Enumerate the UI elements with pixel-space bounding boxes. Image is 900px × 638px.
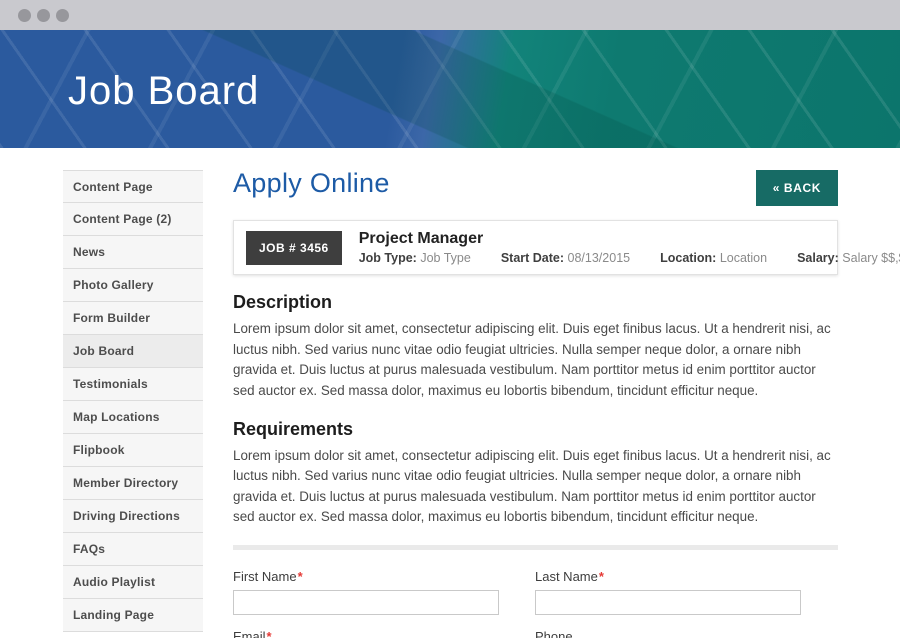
application-form: First Name* Last Name* Email* Phone bbox=[233, 569, 838, 638]
last-name-field-group: Last Name* bbox=[535, 569, 801, 616]
sidebar-item-job-board[interactable]: Job Board bbox=[63, 335, 203, 368]
sidebar-item-form-builder[interactable]: Form Builder bbox=[63, 302, 203, 335]
job-meta-location: Location: Location bbox=[660, 251, 768, 265]
page-body: Content Page Content Page (2) News Photo… bbox=[0, 148, 900, 638]
job-meta-start-date: Start Date: 08/13/2015 bbox=[500, 251, 631, 265]
email-label: Email* bbox=[233, 629, 499, 638]
first-name-input[interactable] bbox=[233, 590, 499, 616]
sidebar-item-map-locations[interactable]: Map Locations bbox=[63, 401, 203, 434]
window-control-dot[interactable] bbox=[56, 8, 69, 22]
sidebar-item-content-page[interactable]: Content Page bbox=[63, 170, 203, 203]
job-meta-row: Job Type: Job Type Start Date: 08/13/201… bbox=[359, 251, 900, 265]
sidebar-item-photo-gallery[interactable]: Photo Gallery bbox=[63, 269, 203, 302]
description-heading: Description bbox=[233, 292, 333, 312]
back-button[interactable]: « BACK bbox=[755, 170, 838, 206]
main-header: Apply Online « BACK bbox=[233, 168, 838, 206]
page-title: Apply Online bbox=[233, 168, 390, 198]
job-number-badge: JOB # 3456 bbox=[246, 230, 342, 265]
phone-field-group: Phone bbox=[535, 629, 801, 638]
sidebar-item-flipbook[interactable]: Flipbook bbox=[63, 434, 203, 467]
main-content: Apply Online « BACK JOB # 3456 Project M… bbox=[233, 168, 900, 638]
sidebar-item-landing-page[interactable]: Landing Page bbox=[63, 599, 203, 632]
last-name-input[interactable] bbox=[535, 590, 801, 616]
sidebar-item-driving-directions[interactable]: Driving Directions bbox=[63, 500, 203, 533]
sidebar-item-audio-playlist[interactable]: Audio Playlist bbox=[63, 566, 203, 599]
required-asterisk: * bbox=[598, 569, 604, 585]
required-asterisk: * bbox=[266, 629, 272, 638]
last-name-label: Last Name* bbox=[535, 569, 604, 585]
first-name-label: First Name* bbox=[233, 569, 303, 585]
job-summary-card: JOB # 3456 Project Manager Job Type: Job… bbox=[233, 220, 900, 275]
required-asterisk: * bbox=[297, 569, 303, 585]
job-title: Project Manager bbox=[358, 230, 484, 247]
job-info: Project Manager Job Type: Job Type Start… bbox=[359, 230, 900, 265]
sidebar-nav: Content Page Content Page (2) News Photo… bbox=[63, 170, 203, 632]
section-divider bbox=[233, 545, 838, 551]
job-meta-salary: Salary: Salary $$,$$$ bbox=[797, 251, 900, 265]
job-meta-type: Job Type: Job Type bbox=[358, 251, 471, 265]
site-title: Job Board bbox=[68, 68, 260, 113]
browser-chrome-bar bbox=[0, 0, 900, 30]
sidebar-item-faqs[interactable]: FAQs bbox=[63, 533, 203, 566]
window-control-dot[interactable] bbox=[18, 8, 31, 22]
window-control-dot[interactable] bbox=[37, 8, 50, 22]
page-banner: Job Board bbox=[0, 30, 900, 148]
email-field-group: Email* bbox=[233, 629, 499, 638]
requirements-heading: Requirements bbox=[233, 418, 354, 439]
sidebar-item-content-page-2[interactable]: Content Page (2) bbox=[63, 203, 203, 236]
requirements-text: Lorem ipsum dolor sit amet, consectetur … bbox=[233, 447, 831, 525]
first-name-field-group: First Name* bbox=[233, 569, 499, 616]
sidebar-item-member-directory[interactable]: Member Directory bbox=[63, 467, 203, 500]
sidebar-item-news[interactable]: News bbox=[63, 236, 203, 269]
description-text: Lorem ipsum dolor sit amet, consectetur … bbox=[233, 321, 831, 398]
phone-label: Phone bbox=[535, 629, 573, 638]
sidebar-item-testimonials[interactable]: Testimonials bbox=[63, 368, 203, 401]
